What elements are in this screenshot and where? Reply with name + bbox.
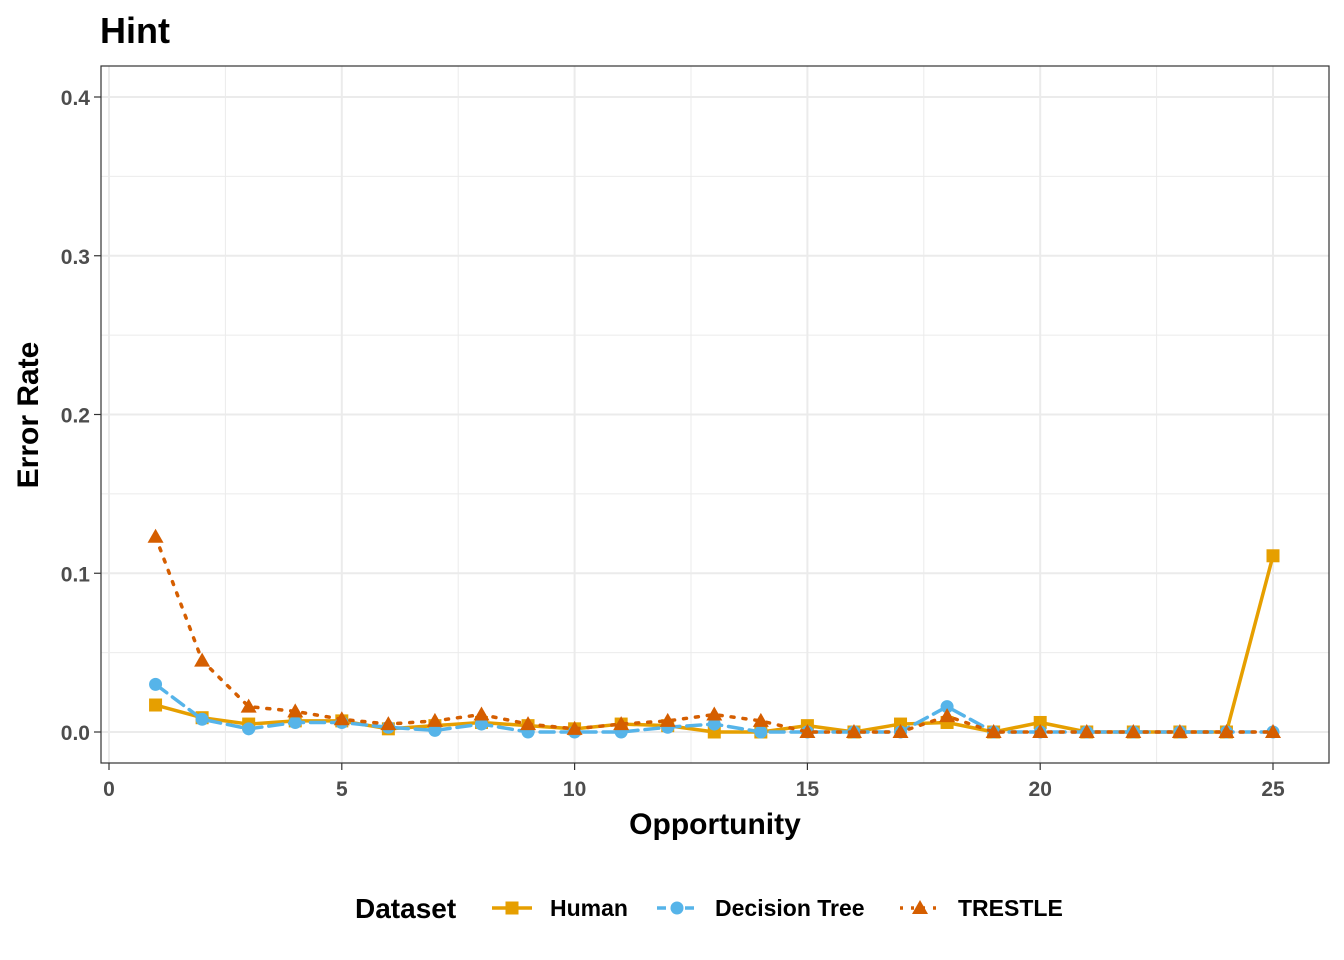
y-tick-label-2: 0.2 bbox=[61, 405, 90, 428]
legend-label-trestle: TRESTLE bbox=[958, 895, 1063, 921]
series-line-trestle bbox=[153, 534, 1275, 734]
point-decision-tree-8 bbox=[474, 717, 488, 731]
grid-major bbox=[101, 66, 1329, 763]
x-tick-label-1: 5 bbox=[336, 778, 348, 801]
y-tick-label-0: 0.0 bbox=[61, 722, 90, 745]
point-decision-tree-14 bbox=[754, 725, 768, 739]
point-trestle-16 bbox=[845, 724, 862, 738]
point-decision-tree-4 bbox=[288, 715, 302, 729]
point-trestle-6 bbox=[380, 716, 397, 731]
legend-marker-decision-tree bbox=[670, 901, 684, 915]
point-trestle-12 bbox=[659, 712, 676, 727]
point-trestle-24 bbox=[1218, 724, 1235, 738]
series-line-human bbox=[153, 554, 1275, 734]
point-trestle-10 bbox=[566, 720, 583, 735]
point-trestle-7 bbox=[426, 712, 443, 727]
point-human-1 bbox=[149, 698, 163, 712]
y-tick-label-3: 0.3 bbox=[61, 246, 90, 269]
point-trestle-20 bbox=[1032, 724, 1049, 738]
legend-label-human: Human bbox=[550, 895, 628, 921]
point-decision-tree-3 bbox=[242, 722, 256, 736]
x-tick-label-2: 10 bbox=[563, 778, 586, 801]
legend-item-trestle: TRESTLE bbox=[900, 895, 1063, 921]
x-tick-label-0: 0 bbox=[103, 778, 115, 801]
point-trestle-23 bbox=[1171, 724, 1188, 738]
point-trestle-4 bbox=[287, 703, 304, 718]
point-decision-tree-13 bbox=[707, 717, 721, 731]
point-trestle-17 bbox=[892, 724, 909, 738]
point-decision-tree-2 bbox=[195, 712, 209, 726]
point-trestle-22 bbox=[1125, 724, 1142, 738]
x-axis-title: Opportunity bbox=[629, 808, 801, 841]
point-trestle-1 bbox=[147, 528, 164, 543]
series-trestle bbox=[147, 528, 1281, 738]
x-tick-label-4: 20 bbox=[1029, 778, 1052, 801]
point-trestle-3 bbox=[240, 698, 257, 713]
point-trestle-21 bbox=[1078, 724, 1095, 738]
point-trestle-9 bbox=[520, 716, 537, 731]
point-decision-tree-18 bbox=[940, 700, 954, 714]
y-axis-title: Error Rate bbox=[12, 342, 45, 489]
point-trestle-18 bbox=[939, 708, 956, 723]
legend-marker-human bbox=[505, 901, 519, 915]
point-trestle-25 bbox=[1265, 724, 1281, 738]
x-tick-label-5: 25 bbox=[1261, 778, 1285, 801]
legend-marker-trestle bbox=[912, 900, 928, 914]
point-decision-tree-1 bbox=[149, 677, 163, 691]
point-human-25 bbox=[1266, 549, 1280, 563]
y-tick-label-1: 0.1 bbox=[61, 563, 91, 586]
point-trestle-5 bbox=[333, 711, 350, 726]
point-trestle-19 bbox=[985, 724, 1002, 738]
point-trestle-8 bbox=[473, 706, 490, 721]
legend-item-human: Human bbox=[492, 895, 628, 921]
x-tick-label-3: 15 bbox=[796, 778, 820, 801]
point-decision-tree-7 bbox=[428, 723, 442, 737]
y-tick-label-4: 0.4 bbox=[61, 87, 91, 110]
point-trestle-13 bbox=[706, 706, 723, 721]
point-trestle-15 bbox=[799, 724, 816, 738]
chart-title: Hint bbox=[100, 10, 170, 51]
legend-item-decision-tree: Decision Tree bbox=[657, 895, 865, 921]
point-trestle-11 bbox=[613, 716, 630, 731]
point-trestle-14 bbox=[752, 712, 769, 727]
series-layer bbox=[147, 528, 1281, 739]
legend-title: Dataset bbox=[355, 893, 456, 924]
x-axis: 0 5 10 15 20 25 bbox=[103, 763, 1285, 801]
legend: Dataset Human Decision Tree TRESTLE bbox=[355, 893, 1063, 924]
point-trestle-2 bbox=[194, 652, 211, 667]
legend-label-decision-tree: Decision Tree bbox=[715, 895, 865, 921]
point-human-20 bbox=[1033, 715, 1047, 729]
y-axis: 0.0 0.1 0.2 0.3 0.4 bbox=[61, 87, 101, 745]
